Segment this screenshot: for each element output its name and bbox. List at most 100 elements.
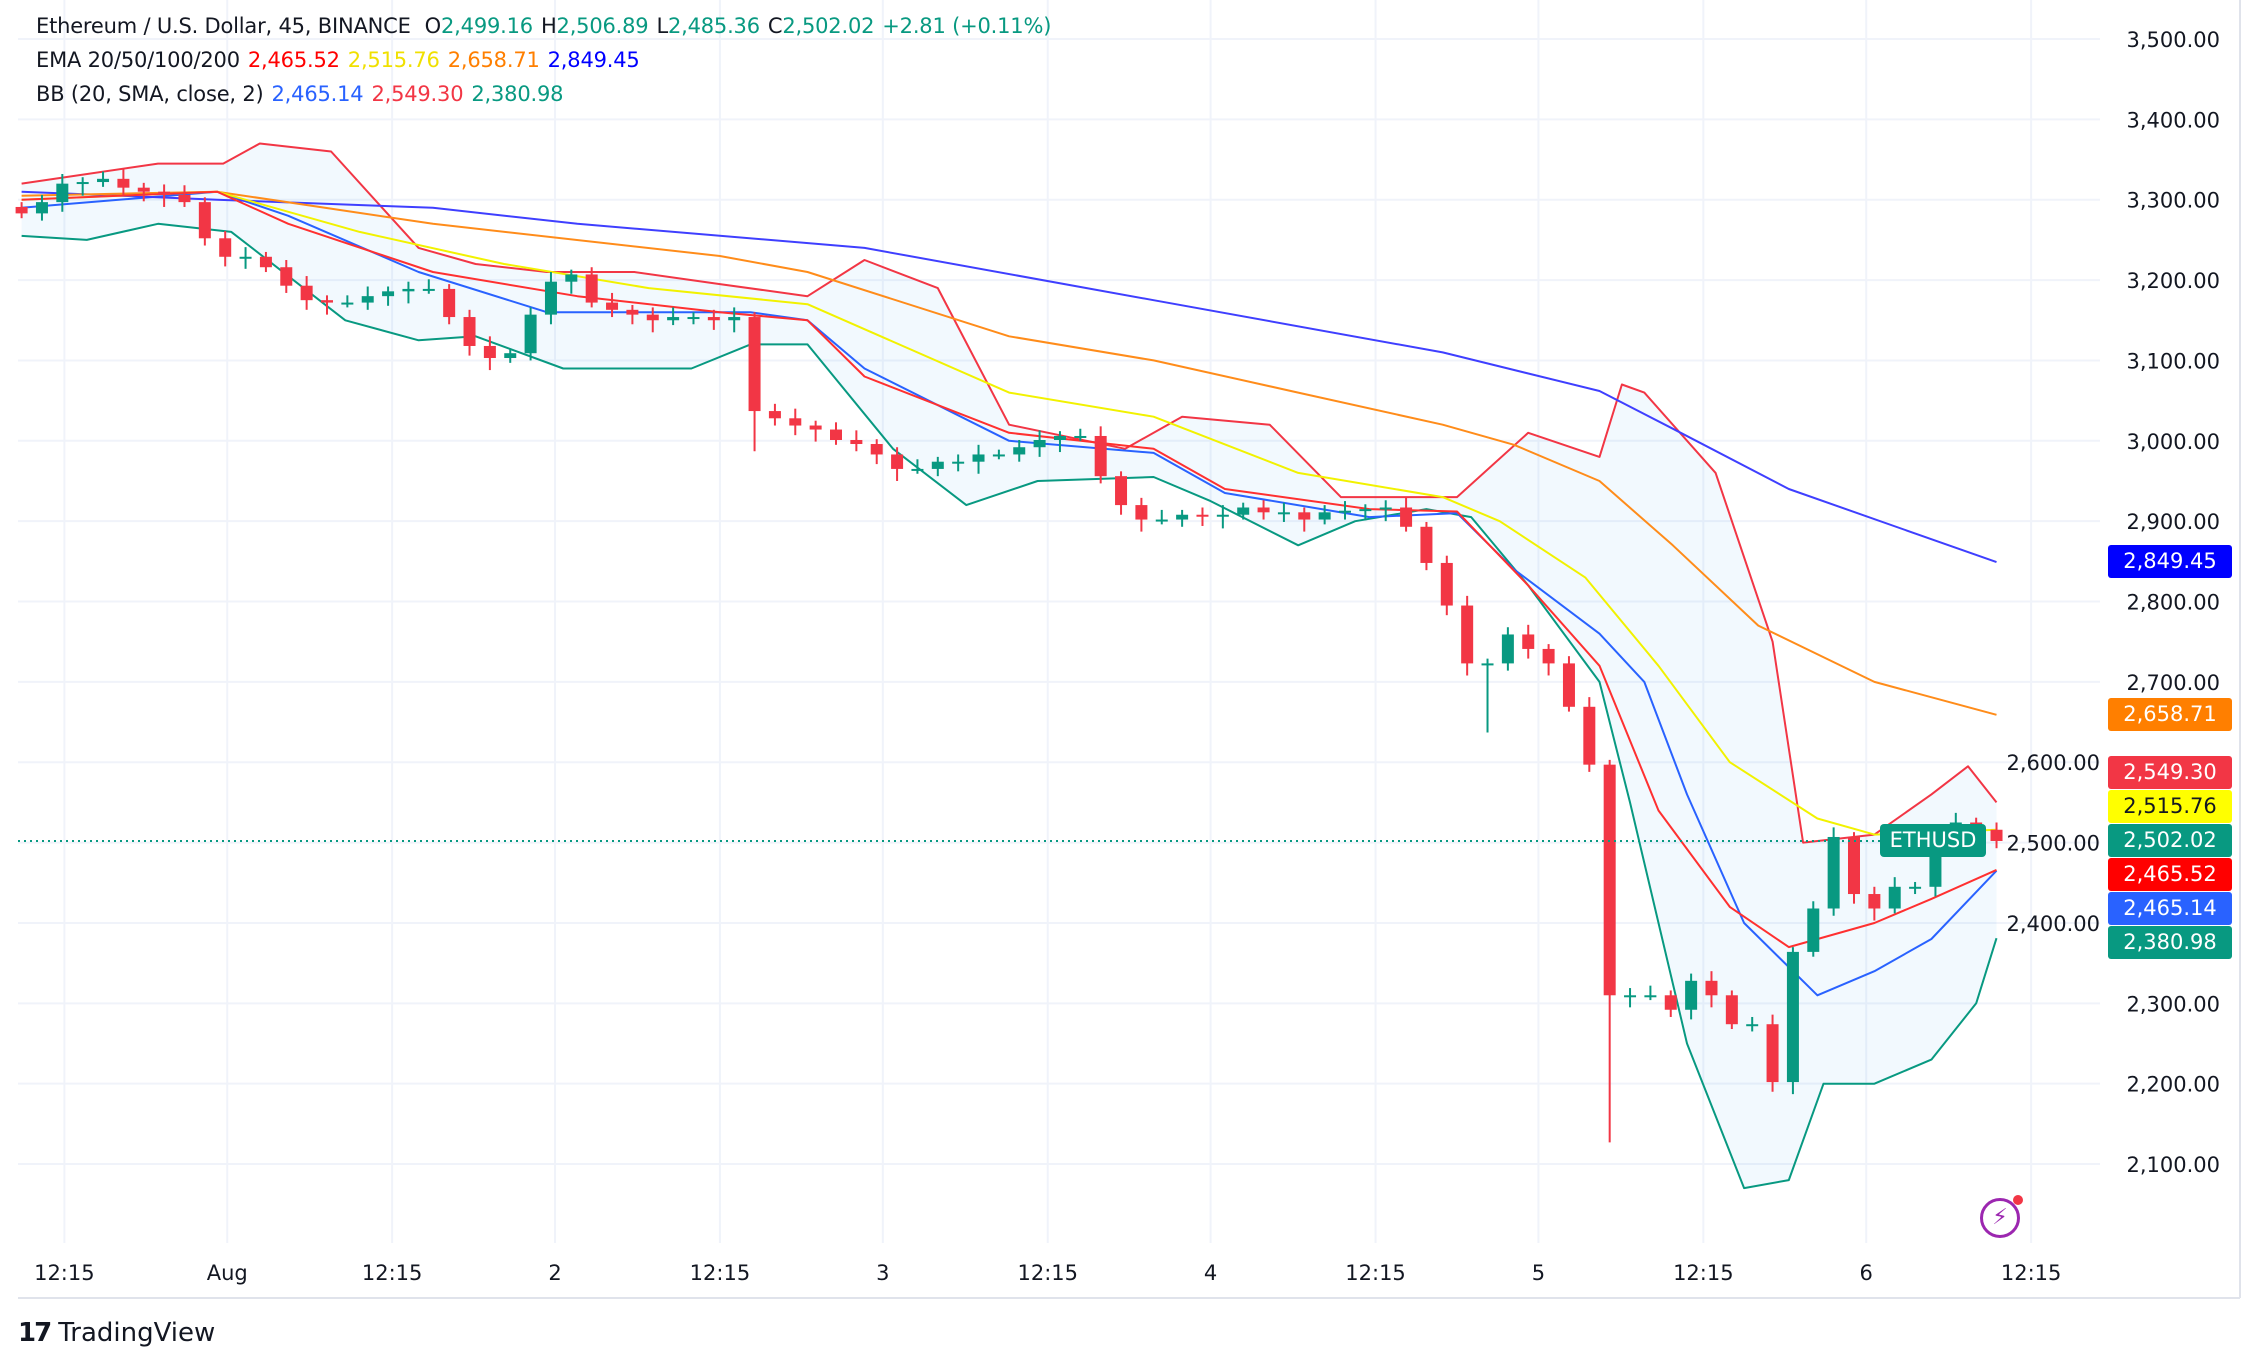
bb-basis-line bbox=[21, 190, 1998, 997]
candle-body bbox=[422, 288, 435, 291]
candle-body bbox=[1216, 514, 1229, 517]
price-tick-label: 2,300.00 bbox=[2126, 992, 2220, 1016]
candle bbox=[1053, 431, 1066, 453]
time-tick-label: 5 bbox=[1532, 1261, 1545, 1285]
candle-body bbox=[280, 267, 293, 286]
candle bbox=[1277, 502, 1290, 522]
candle-body bbox=[158, 191, 171, 195]
ema50-badge: 2,515.76 bbox=[2108, 790, 2232, 823]
candle bbox=[1013, 439, 1026, 462]
candle bbox=[15, 202, 28, 219]
candle bbox=[402, 281, 415, 304]
candle bbox=[463, 309, 476, 356]
candle bbox=[830, 422, 842, 445]
time-tick-label: 12:15 bbox=[690, 1261, 751, 1285]
price-axis[interactable]: 3,500.00 3,400.00 3,300.00 3,200.00 3,100.00… bbox=[2006, 28, 2220, 1177]
last-price-badge: 2,502.02 bbox=[2108, 824, 2232, 857]
candles bbox=[15, 169, 2003, 1143]
candle-body bbox=[1461, 605, 1474, 664]
candle-body bbox=[1359, 509, 1372, 512]
candle-body bbox=[1298, 512, 1311, 520]
notification-dot bbox=[2013, 1195, 2023, 1205]
candle bbox=[1135, 497, 1148, 532]
ema200-value: 2,849.45 bbox=[547, 48, 640, 72]
candle-body bbox=[1848, 836, 1860, 895]
candle bbox=[341, 295, 354, 308]
price-tick-label: 2,700.00 bbox=[2126, 671, 2220, 695]
bb-lower-value: 2,380.98 bbox=[471, 82, 564, 106]
time-tick-label: 12:15 bbox=[1345, 1261, 1406, 1285]
time-tick-label: 3 bbox=[876, 1261, 889, 1285]
candle-body bbox=[768, 411, 781, 419]
candle bbox=[1501, 627, 1514, 671]
candle-body bbox=[1990, 829, 2003, 841]
candle-body bbox=[992, 454, 1005, 457]
candle bbox=[1542, 644, 1555, 676]
candle bbox=[1990, 822, 2003, 849]
candle-body bbox=[219, 238, 232, 257]
candle bbox=[1196, 507, 1209, 526]
candle-body bbox=[524, 314, 537, 354]
candle bbox=[443, 284, 456, 325]
candle-body bbox=[931, 461, 944, 469]
candle-body bbox=[56, 183, 69, 203]
candle-body bbox=[198, 202, 211, 239]
ema-20-line bbox=[21, 190, 1997, 949]
candle-body bbox=[178, 194, 191, 203]
open-value: 2,499.16 bbox=[441, 14, 533, 38]
candle-body bbox=[1013, 447, 1026, 455]
candle-body bbox=[1542, 648, 1555, 664]
bb-label[interactable]: BB (20, SMA, close, 2) bbox=[36, 82, 264, 106]
candle bbox=[1725, 990, 1738, 1030]
candle-body bbox=[1827, 836, 1840, 909]
tradingview-logo-icon: 17 bbox=[18, 1318, 52, 1348]
candle bbox=[1074, 428, 1087, 441]
candle-body bbox=[1644, 995, 1657, 998]
candle-body bbox=[952, 461, 965, 464]
candle-body bbox=[748, 317, 761, 412]
time-axis[interactable]: 12:15 Aug 12:15 2 12:15 3 12:15 4 12:15 5 12:15 6 12… bbox=[34, 1261, 2061, 1285]
candle-body bbox=[504, 353, 517, 359]
candle bbox=[56, 174, 69, 212]
ema-label[interactable]: EMA 20/50/100/200 bbox=[36, 48, 240, 72]
candle-body bbox=[1400, 507, 1413, 527]
candle-body bbox=[97, 178, 110, 183]
candle bbox=[504, 348, 517, 363]
ema-100-line bbox=[21, 190, 1997, 716]
candle bbox=[1888, 877, 1901, 914]
candle bbox=[97, 171, 110, 187]
time-tick-label: 12:15 bbox=[1017, 1261, 1078, 1285]
lightning-icon[interactable]: ⚡ bbox=[1980, 1195, 2023, 1238]
candle bbox=[422, 279, 435, 294]
candle-body bbox=[300, 285, 313, 301]
candle-body bbox=[1583, 706, 1596, 765]
candle bbox=[1176, 509, 1189, 527]
candle bbox=[1339, 501, 1351, 520]
symbol-title[interactable]: Ethereum / U.S. Dollar, 45, BINANCE bbox=[36, 14, 411, 38]
candle-body bbox=[1624, 995, 1637, 998]
candle-body bbox=[972, 454, 985, 462]
candle-body bbox=[1115, 476, 1128, 506]
candle bbox=[280, 259, 293, 293]
candle-body bbox=[1094, 435, 1107, 477]
price-tick-label: 3,100.00 bbox=[2126, 349, 2220, 373]
candle-body bbox=[382, 291, 395, 297]
price-tick-label: 2,600.00 bbox=[2006, 751, 2100, 775]
candle bbox=[1664, 990, 1677, 1017]
candle bbox=[1705, 971, 1718, 1008]
bb-lower-badge: 2,380.98 bbox=[2108, 926, 2232, 959]
candle bbox=[137, 182, 150, 202]
candle bbox=[870, 439, 883, 465]
indicator-lines bbox=[21, 142, 1998, 1190]
candle-body bbox=[1176, 514, 1189, 520]
candle bbox=[158, 184, 171, 207]
candle-body bbox=[15, 206, 28, 214]
candle bbox=[1379, 500, 1392, 522]
candle-body bbox=[1053, 435, 1066, 440]
candle-body bbox=[1074, 435, 1087, 438]
ema50-value: 2,515.76 bbox=[347, 48, 440, 72]
tradingview-logo[interactable]: 17 TradingView bbox=[18, 1318, 215, 1348]
low-label: L bbox=[656, 14, 668, 38]
candle-body bbox=[1705, 980, 1718, 996]
